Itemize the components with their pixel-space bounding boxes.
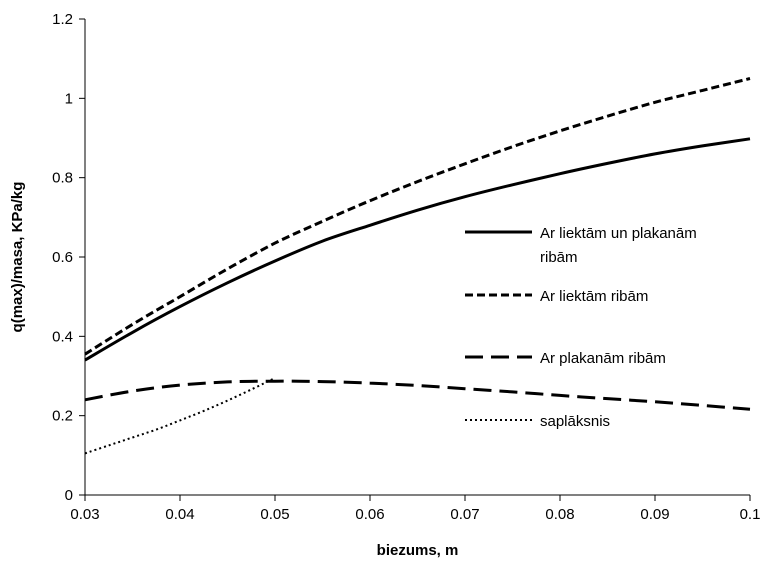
x-tick-label: 0.08: [545, 506, 574, 523]
y-tick-label: 0.2: [52, 408, 73, 425]
legend-label: Ar liektām un plakanām: [540, 225, 697, 242]
y-tick-label: 1.2: [52, 11, 73, 28]
legend: Ar liektām un plakanām ribām Ar liektām ri…: [465, 225, 697, 430]
y-tick-label: 0.6: [52, 249, 73, 266]
x-tick-label: 0.05: [260, 506, 289, 523]
legend-label: Ar plakanām ribām: [540, 350, 666, 367]
x-axis-title: biezums, m: [377, 542, 459, 559]
x-tick-label: 0.06: [355, 506, 384, 523]
x-tick-label: 0.09: [640, 506, 669, 523]
series-line-plakanam: [84, 379, 751, 411]
y-tick-label: 0: [65, 487, 73, 504]
x-tick-label: 0.04: [165, 506, 194, 523]
x-tick-label: 0.07: [450, 506, 479, 523]
plot-series: [84, 77, 751, 455]
series-line-saplaksnis: [84, 377, 276, 455]
x-tick-label: 0.1: [740, 506, 761, 523]
series-line-liektam: [84, 77, 751, 356]
x-tick-label: 0.03: [70, 506, 99, 523]
y-tick-label: 0.8: [52, 170, 73, 187]
y-tick-label: 0.4: [52, 328, 73, 345]
legend-label: Ar liektām ribām: [540, 288, 648, 305]
legend-label: ribām: [540, 249, 578, 266]
y-tick-label: 1: [65, 90, 73, 107]
y-axis-title: q(max)/masa, KPa/kg: [9, 182, 26, 333]
series-line-liektam-un-plakanam: [84, 137, 751, 362]
axes: 0 0.2 0.4 0.6 0.8 1 1.2 0.03 0.04 0.05 0.06 0.07 0.0…: [52, 11, 760, 523]
legend-label: saplāksnis: [540, 413, 610, 430]
